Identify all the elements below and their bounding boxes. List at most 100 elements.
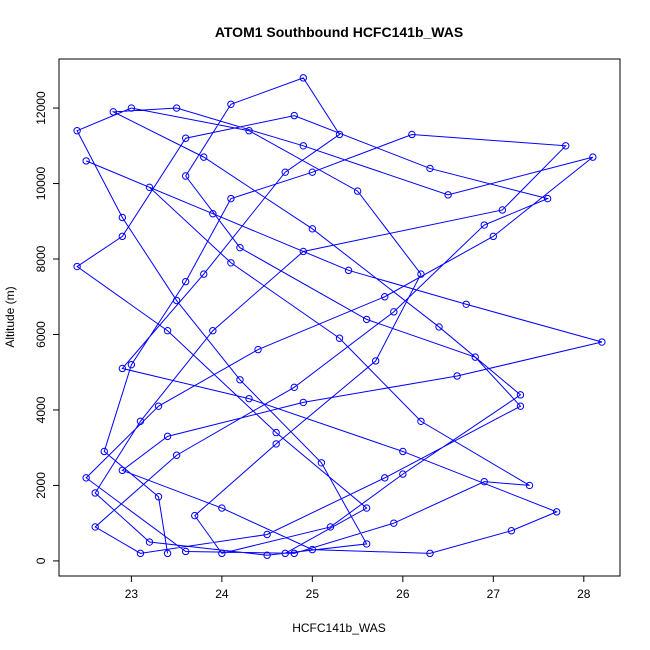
data-point [109, 108, 117, 116]
data-point [498, 206, 507, 214]
y-tick-label: 2000 [34, 472, 48, 499]
data-point [218, 504, 226, 512]
data-point [82, 157, 90, 165]
data-point [308, 545, 317, 554]
data-point [299, 247, 308, 256]
x-axis-label: HCFC141b_WAS [292, 621, 386, 635]
data-point [272, 428, 280, 437]
data-point [73, 127, 81, 135]
y-axis: 0 2000 4000 6000 8000 10000 12000 [34, 91, 59, 564]
data-point [181, 172, 190, 180]
data-point [516, 402, 525, 410]
data-point [163, 549, 172, 558]
data-point [426, 549, 434, 558]
y-axis-label: Altitude (m) [3, 286, 17, 347]
y-tick-label: 0 [34, 557, 48, 564]
data-point [127, 104, 136, 112]
data-point [480, 477, 488, 486]
data-point [181, 134, 190, 142]
data-point [471, 353, 479, 361]
data-point [362, 540, 371, 548]
data-point [480, 221, 488, 229]
data-point [317, 459, 326, 467]
data-point [245, 394, 253, 403]
data-point [172, 104, 181, 112]
data-point [73, 262, 81, 271]
data-point [200, 270, 208, 278]
data-point [227, 100, 235, 108]
data-point [381, 293, 389, 301]
data-point [417, 270, 425, 278]
data-point [362, 504, 371, 512]
y-tick-label: 8000 [34, 245, 48, 272]
data-point [562, 142, 570, 150]
data-point [172, 451, 181, 459]
data-point [552, 508, 561, 516]
data-point [163, 432, 172, 441]
chart-title: ATOM1 Southbound HCFC141b_WAS [215, 24, 463, 40]
data-point [507, 527, 516, 535]
x-tick-label: 26 [396, 587, 410, 601]
data-point [145, 538, 154, 546]
data-point [390, 308, 398, 316]
data-point [209, 210, 217, 218]
series-line [76, 77, 603, 556]
x-axis: 23 24 25 26 27 28 [125, 576, 591, 601]
x-tick-label: 25 [306, 587, 320, 601]
y-tick-label: 12000 [34, 91, 48, 125]
data-point [362, 315, 371, 324]
series-points [73, 74, 606, 559]
data-point [435, 323, 443, 331]
data-point [227, 259, 235, 267]
data-point [344, 266, 353, 275]
x-tick-label: 24 [215, 587, 229, 601]
data-point [118, 466, 127, 475]
data-point [489, 232, 498, 241]
data-point [308, 225, 317, 233]
data-point [399, 447, 407, 456]
data-point [118, 232, 127, 241]
data-point [209, 327, 217, 335]
data-point [371, 357, 380, 365]
data-point [353, 187, 362, 195]
data-point [290, 111, 298, 120]
data-point [598, 338, 606, 346]
x-tick-label: 27 [487, 587, 501, 601]
data-point [154, 493, 163, 501]
data-point [399, 470, 407, 478]
data-point [136, 417, 145, 425]
data-point [281, 549, 289, 558]
y-tick-label: 6000 [34, 321, 48, 348]
data-point [426, 164, 434, 173]
data-point [136, 549, 145, 558]
data-point [172, 296, 181, 305]
data-point [543, 194, 552, 203]
data-point [299, 74, 308, 82]
data-point [245, 127, 253, 135]
data-point [118, 364, 127, 373]
data-point [236, 376, 244, 384]
data-point [91, 489, 99, 497]
data-point [525, 481, 534, 490]
data-point [281, 168, 289, 176]
data-point [91, 523, 99, 531]
data-point [381, 474, 389, 482]
data-point [154, 402, 163, 410]
data-point [299, 398, 308, 407]
data-point [308, 168, 317, 176]
data-point [335, 130, 344, 139]
data-point [218, 549, 226, 558]
data-point [127, 360, 136, 369]
data-point [181, 547, 190, 556]
data-point [263, 551, 271, 559]
data-point [236, 243, 244, 252]
data-point [227, 194, 235, 203]
data-point [516, 391, 525, 399]
data-point [290, 549, 298, 558]
data-point [408, 130, 416, 139]
data-point [200, 153, 208, 161]
x-tick-label: 23 [125, 587, 139, 601]
data-point [82, 474, 90, 482]
data-point [272, 440, 280, 448]
